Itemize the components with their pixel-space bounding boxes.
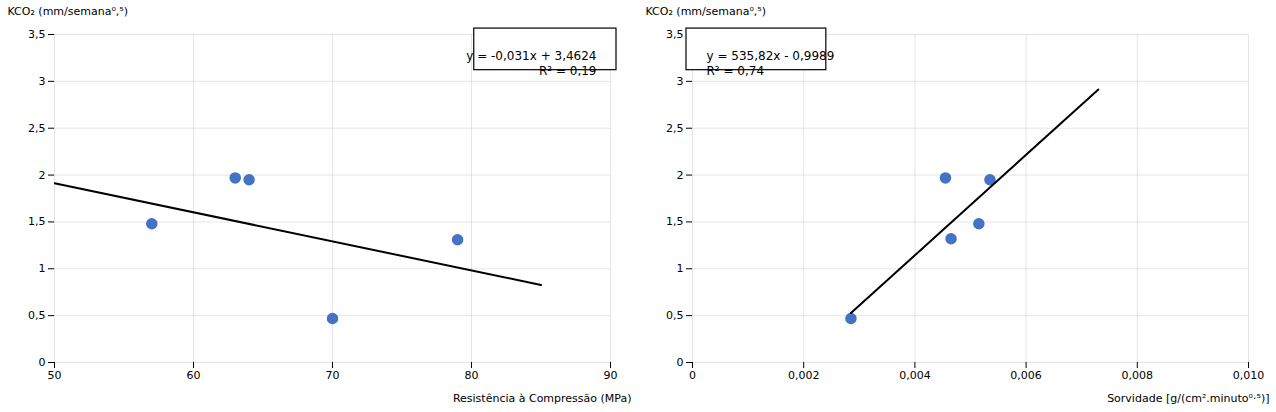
svg-text:1: 1	[39, 262, 46, 275]
svg-text:0: 0	[689, 369, 696, 382]
svg-text:1: 1	[677, 262, 684, 275]
svg-text:0,010: 0,010	[1233, 369, 1265, 382]
svg-text:Sorvidade [g/(cm².minuto⁰⋅⁵)]: Sorvidade [g/(cm².minuto⁰⋅⁵)]	[1107, 392, 1269, 405]
svg-text:0,006: 0,006	[1010, 369, 1042, 382]
svg-text:0: 0	[39, 356, 46, 369]
svg-text:y = 535,82x - 0,9989R² = 0,74: y = 535,82x - 0,9989R² = 0,74	[707, 49, 835, 79]
svg-text:1,5: 1,5	[666, 215, 684, 228]
svg-text:2: 2	[677, 169, 684, 182]
svg-text:2,5: 2,5	[666, 122, 684, 135]
svg-text:70: 70	[326, 369, 340, 382]
svg-text:0,5: 0,5	[666, 309, 684, 322]
svg-text:2,5: 2,5	[28, 122, 46, 135]
svg-text:KCO₂ (mm/semana⁰,⁵): KCO₂ (mm/semana⁰,⁵)	[8, 5, 129, 18]
svg-text:90: 90	[604, 369, 618, 382]
svg-text:0,002: 0,002	[788, 369, 820, 382]
svg-text:Resistência à Compressão (MPa): Resistência à Compressão (MPa)	[453, 392, 632, 405]
svg-text:60: 60	[187, 369, 201, 382]
svg-text:KCO₂ (mm/semana⁰,⁵): KCO₂ (mm/semana⁰,⁵)	[646, 5, 767, 18]
svg-text:2: 2	[39, 169, 46, 182]
svg-text:3,5: 3,5	[28, 28, 46, 41]
svg-text:y = -0,031x + 3,4624R² = 0,19: y = -0,031x + 3,4624R² = 0,19	[466, 49, 596, 79]
svg-text:0: 0	[677, 356, 684, 369]
svg-text:3,5: 3,5	[666, 28, 684, 41]
svg-text:3: 3	[39, 75, 46, 88]
svg-text:3: 3	[677, 75, 684, 88]
svg-text:80: 80	[465, 369, 479, 382]
svg-text:1,5: 1,5	[28, 215, 46, 228]
svg-text:50: 50	[48, 369, 62, 382]
svg-text:0,004: 0,004	[899, 369, 931, 382]
svg-text:0,5: 0,5	[28, 309, 46, 322]
svg-text:0,008: 0,008	[1122, 369, 1154, 382]
